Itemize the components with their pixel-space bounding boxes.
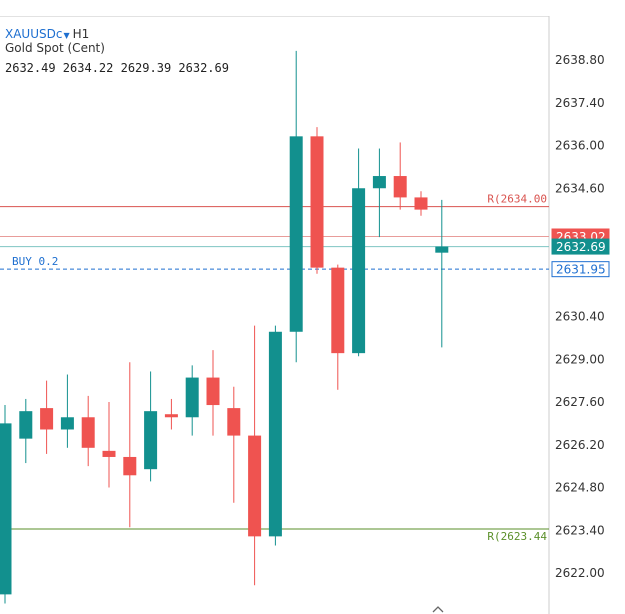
- y-tick-label: 2636.00: [555, 139, 605, 153]
- candle-body: [248, 435, 262, 537]
- y-tick-label: 2623.40: [555, 523, 605, 537]
- y-tick-label: 2627.60: [555, 395, 605, 409]
- candle-body: [352, 188, 366, 354]
- candle-body: [102, 450, 116, 457]
- candle[interactable]: [19, 398, 33, 464]
- y-tick-label: 2629.00: [555, 352, 605, 366]
- buy-level-label: BUY 0.2: [12, 255, 58, 268]
- candle[interactable]: [393, 142, 407, 210]
- candle[interactable]: [248, 325, 262, 586]
- y-tick-label: 2624.80: [555, 481, 605, 495]
- candle[interactable]: [123, 362, 137, 528]
- candle[interactable]: [268, 325, 282, 546]
- scroll-up-icon[interactable]: [432, 606, 444, 613]
- candle-body: [60, 417, 74, 430]
- candle-body: [414, 197, 428, 210]
- current-price-tag-label: 2632.69: [556, 240, 606, 254]
- symbol-dropdown-icon[interactable]: ▼: [63, 31, 70, 40]
- candle[interactable]: [352, 148, 366, 357]
- buy-price-tag-label: 2631.95: [556, 263, 606, 277]
- candle-body: [19, 411, 33, 439]
- candles: [0, 50, 449, 604]
- candle[interactable]: [414, 191, 428, 216]
- y-tick-label: 2622.00: [555, 566, 605, 580]
- y-tick-label: 2637.40: [555, 96, 605, 110]
- candle-body: [206, 377, 220, 406]
- candle[interactable]: [206, 350, 220, 436]
- candle-body: [40, 408, 54, 430]
- candle-body: [81, 417, 95, 448]
- candle[interactable]: [372, 148, 386, 238]
- current-price-tag: [551, 238, 610, 255]
- candle-body: [331, 267, 345, 354]
- candle-body: [227, 408, 241, 436]
- price-axis[interactable]: 2638.80 2637.40 2636.00 2634.60 2630.40 2629.…: [555, 53, 605, 580]
- candle-body: [144, 411, 158, 470]
- candle[interactable]: [102, 402, 116, 488]
- symbol-row[interactable]: XAUUSDc▼ H1: [5, 27, 89, 41]
- candle-body: [0, 423, 12, 595]
- y-tick-label: 2630.40: [555, 310, 605, 324]
- candle[interactable]: [60, 374, 74, 448]
- candle-body: [310, 136, 324, 268]
- y-tick-label: 2638.80: [555, 53, 605, 67]
- price-levels: R(2634.00 R(2623.44 BUY 0.2: [0, 193, 549, 543]
- candle[interactable]: [310, 127, 324, 274]
- y-tick-label: 2626.20: [555, 438, 605, 452]
- candle[interactable]: [81, 395, 95, 467]
- candle-body: [435, 246, 449, 253]
- candle-body: [123, 456, 137, 476]
- candle-body: [164, 414, 178, 418]
- candle[interactable]: [0, 405, 12, 604]
- timeframe-label[interactable]: H1: [72, 27, 90, 41]
- top-divider: [0, 16, 549, 17]
- candle-body: [268, 331, 282, 537]
- candle[interactable]: [435, 199, 449, 348]
- resistance-level-label: R(2634.00: [487, 193, 547, 206]
- candle[interactable]: [185, 365, 199, 436]
- candle[interactable]: [289, 50, 303, 363]
- candle[interactable]: [40, 380, 54, 454]
- candle-body: [393, 176, 407, 198]
- symbol-description: Gold Spot (Cent): [5, 41, 105, 55]
- candle-body: [289, 136, 303, 332]
- candle-body: [372, 176, 386, 189]
- candle[interactable]: [227, 386, 241, 503]
- candle[interactable]: [331, 264, 345, 390]
- candle[interactable]: [164, 398, 178, 430]
- candle[interactable]: [144, 371, 158, 482]
- ohlc-values: 2632.49 2634.22 2629.39 2632.69: [5, 61, 229, 75]
- y-tick-label: 2634.60: [555, 181, 605, 195]
- candle-body: [185, 377, 199, 418]
- support-level-label: R(2623.44: [487, 530, 547, 543]
- buy-price-tag: [551, 261, 610, 278]
- symbol-name[interactable]: XAUUSDc: [5, 27, 63, 41]
